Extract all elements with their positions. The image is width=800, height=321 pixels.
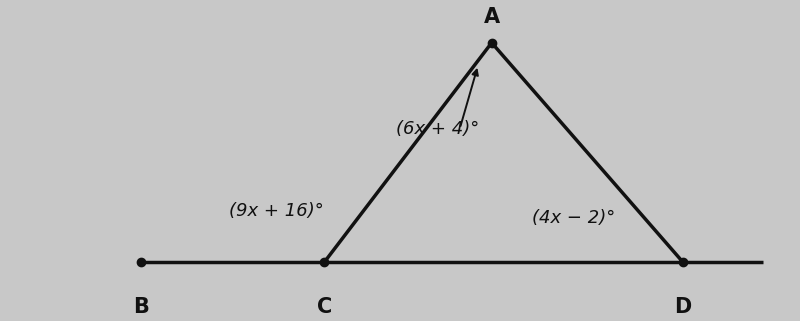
Text: C: C: [317, 297, 332, 317]
Text: D: D: [674, 297, 692, 317]
Text: B: B: [133, 297, 149, 317]
Text: A: A: [484, 7, 500, 27]
Text: (4x − 2)°: (4x − 2)°: [531, 209, 614, 227]
Text: (9x + 16)°: (9x + 16)°: [229, 202, 323, 220]
Text: (6x + 4)°: (6x + 4)°: [396, 120, 479, 138]
